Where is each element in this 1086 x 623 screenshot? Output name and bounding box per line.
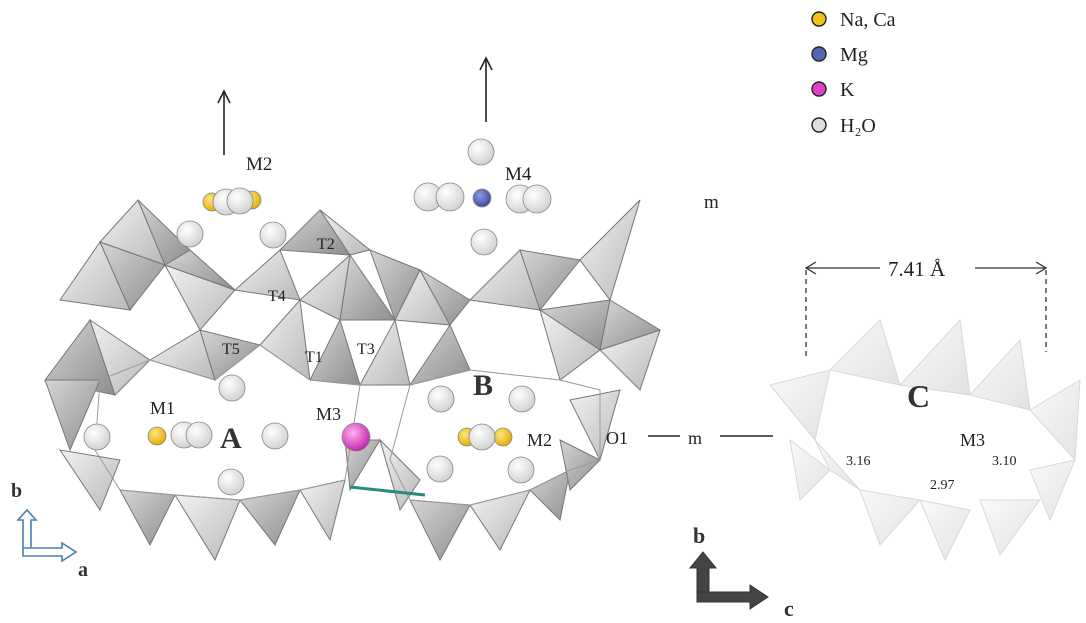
legend-label-na-ca: Na, Ca bbox=[840, 9, 896, 31]
legend-label-mg: Mg bbox=[840, 44, 868, 66]
legend-swatch-mg bbox=[811, 46, 827, 62]
label-t1: T1 bbox=[305, 349, 323, 366]
label-channel-a: A bbox=[220, 422, 242, 455]
label-m-top: m bbox=[704, 192, 719, 213]
water-atom bbox=[427, 385, 455, 413]
label-m-mid: m bbox=[688, 428, 702, 448]
water-atom bbox=[259, 221, 287, 249]
up-arrows bbox=[217, 56, 493, 155]
water-atom bbox=[226, 187, 254, 215]
label-m3-left: M3 bbox=[316, 404, 341, 424]
framework-tetrahedra bbox=[44, 199, 662, 562]
dimension-marker bbox=[804, 261, 1048, 360]
label-o1: O1 bbox=[606, 428, 628, 448]
channel-c-structure bbox=[769, 318, 1081, 562]
label-channel-b: B bbox=[473, 369, 493, 402]
axis-right-c: c bbox=[784, 596, 794, 621]
label-channel-c: C bbox=[907, 378, 930, 414]
site-labels: M2 M4 m T2 T4 T5 T1 T3 M1 A M3 B M2 O1 m… bbox=[150, 154, 1017, 493]
axis-right-b: b bbox=[693, 523, 705, 548]
water-atom bbox=[470, 228, 498, 256]
na-ca-atom bbox=[493, 427, 513, 447]
legend-swatch-k bbox=[811, 81, 827, 97]
label-m2-bottom: M2 bbox=[527, 430, 552, 450]
water-atom bbox=[218, 374, 246, 402]
channel-rings bbox=[94, 344, 601, 506]
label-m1: M1 bbox=[150, 398, 175, 418]
na-ca-atom bbox=[147, 426, 167, 446]
water-atom bbox=[185, 421, 213, 449]
water-atom bbox=[261, 422, 289, 450]
water-atom bbox=[508, 385, 536, 413]
water-atom bbox=[507, 456, 535, 484]
label-t3: T3 bbox=[357, 341, 375, 358]
axis-left-b: b bbox=[11, 480, 22, 502]
legend-swatch-h2o bbox=[811, 117, 827, 133]
distance-2-97: 2.97 bbox=[930, 478, 955, 493]
legend: Na, Ca Mg K H₂O bbox=[811, 9, 896, 137]
label-m2-top: M2 bbox=[246, 154, 272, 175]
legend-label-h2o: H₂O bbox=[840, 115, 876, 137]
k-atom bbox=[341, 422, 371, 452]
legend-swatch-na-ca bbox=[811, 11, 827, 27]
legend-label-k: K bbox=[840, 79, 855, 101]
bond-line bbox=[349, 485, 426, 497]
atoms bbox=[83, 138, 552, 496]
label-m3-right: M3 bbox=[960, 430, 985, 450]
label-m4: M4 bbox=[505, 164, 532, 185]
label-t2: T2 bbox=[317, 236, 335, 253]
water-atom bbox=[435, 182, 465, 212]
water-atom bbox=[522, 184, 552, 214]
axes-left: b a bbox=[11, 480, 88, 581]
water-atom bbox=[467, 138, 495, 166]
label-t4: T4 bbox=[268, 288, 286, 305]
dimension-label: 7.41 Å bbox=[888, 257, 946, 281]
water-atom bbox=[83, 423, 111, 451]
axes-right: b c bbox=[688, 523, 794, 621]
distance-3-16: 3.16 bbox=[846, 454, 871, 469]
water-atom bbox=[217, 468, 245, 496]
water-atom bbox=[468, 423, 496, 451]
water-atom bbox=[176, 220, 204, 248]
distance-3-10: 3.10 bbox=[992, 454, 1017, 469]
water-atom bbox=[426, 455, 454, 483]
axis-left-a: a bbox=[78, 559, 88, 581]
label-t5: T5 bbox=[222, 341, 240, 358]
mg-atom bbox=[472, 188, 492, 208]
